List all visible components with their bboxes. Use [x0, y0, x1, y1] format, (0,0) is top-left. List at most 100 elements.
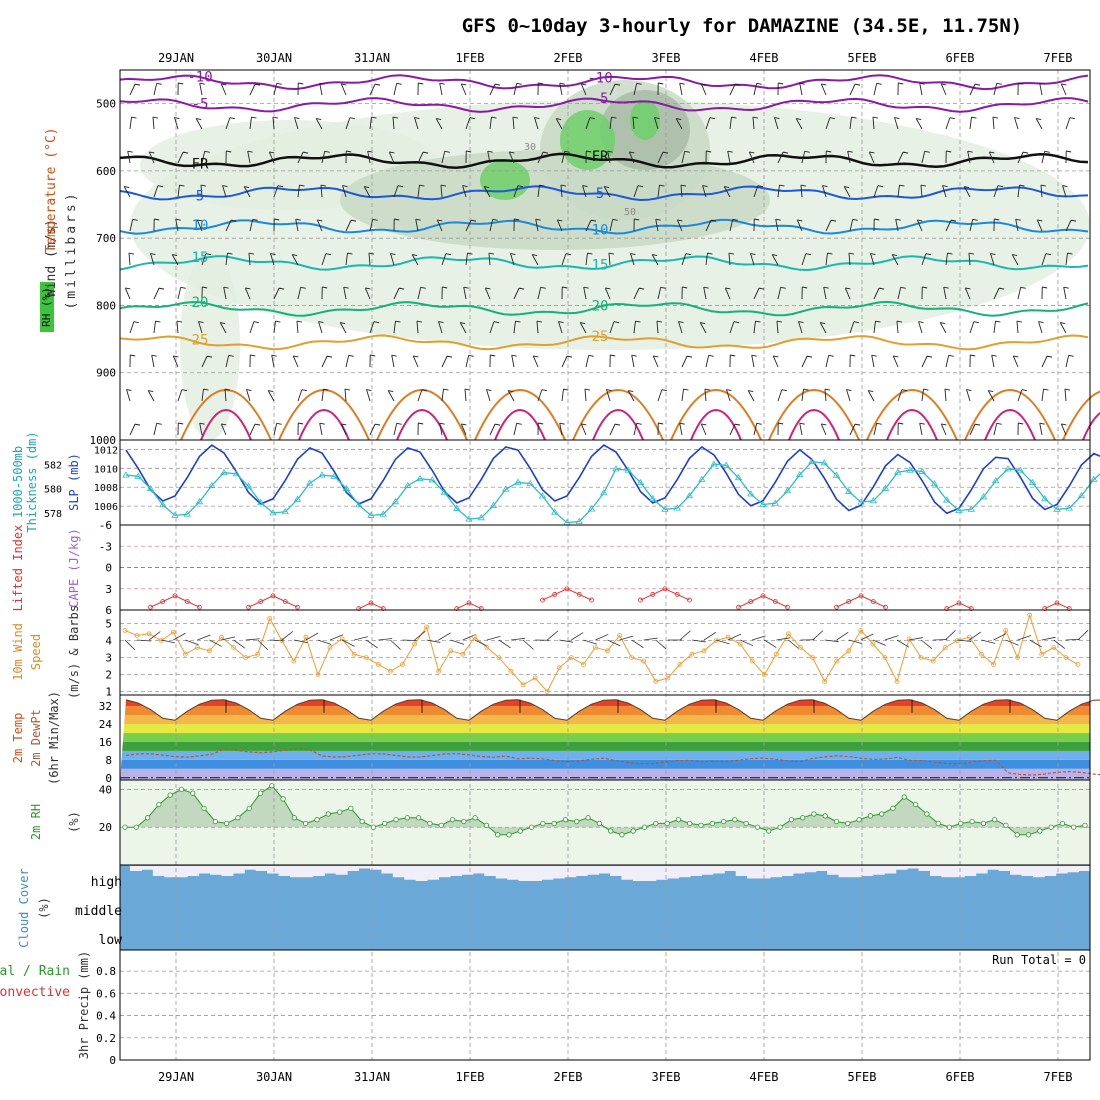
wind-barb	[321, 253, 327, 266]
wind-barb-flag	[988, 390, 994, 392]
wind-barb-flag	[923, 388, 929, 391]
wind-barb-flag	[557, 219, 563, 222]
wind-barb	[921, 253, 927, 266]
wind-barb-flag	[559, 422, 565, 425]
wind-barb-flag	[804, 150, 810, 153]
wind-barb-flag	[1070, 219, 1077, 222]
rh-marker	[517, 828, 523, 834]
wind-barb-flag	[319, 422, 325, 425]
wind-barb-flag	[845, 287, 851, 290]
series-markers	[122, 82, 1098, 838]
wind-barb	[945, 219, 952, 232]
panel-frame-wind10m	[119, 609, 1091, 696]
wind-barb-flag	[300, 286, 306, 289]
lifted-index-marker	[160, 599, 166, 604]
wind-barb-10m	[836, 631, 849, 641]
wind-barb	[633, 321, 636, 334]
wind-barb-flag	[677, 219, 683, 222]
wind-barb-flag	[949, 117, 955, 120]
precip-tick-0-6: 0.6	[96, 987, 116, 1000]
wind-barb	[603, 186, 611, 198]
wind-barb	[678, 321, 683, 334]
lifted-index-line	[456, 602, 482, 610]
wind-speed-marker	[544, 689, 550, 694]
thickness-marker	[624, 466, 632, 473]
wind-barb-flag	[926, 355, 933, 358]
wind-barb-flag	[584, 388, 591, 391]
lifted-index-marker	[650, 592, 656, 597]
wind-barb	[1063, 287, 1067, 300]
wind-barb	[699, 322, 707, 334]
wind-speed-marker	[749, 658, 755, 664]
wind-barb-10m	[1077, 629, 1089, 641]
rh-marker	[743, 820, 749, 827]
wind-barb-flag	[774, 117, 780, 119]
thickness-marker	[1065, 504, 1073, 511]
wind-barb-flag	[322, 286, 328, 289]
wind-speed-marker	[858, 628, 864, 633]
wind-speed-marker	[761, 672, 767, 677]
wind-barb-flag	[1021, 389, 1027, 392]
wind-barb-flag	[229, 117, 235, 120]
wind-barb	[627, 390, 635, 402]
thickness-marker	[404, 481, 412, 489]
wind-barb-flag	[535, 218, 541, 221]
wind-barb-flag	[299, 184, 305, 187]
wind-speed-marker	[194, 645, 200, 650]
wind-barb-flag	[708, 354, 714, 357]
wind-barb-flag	[125, 287, 131, 290]
wind-speed-marker	[472, 634, 478, 640]
wind-barb	[441, 253, 447, 266]
wind-barb	[705, 253, 708, 266]
high-cloud-gap	[1078, 866, 1091, 871]
wind-barb-10m	[450, 639, 465, 645]
rh-marker	[822, 813, 828, 819]
wind-barb	[993, 83, 998, 96]
wind-barb-flag	[610, 354, 616, 357]
wind-barb-10m	[643, 637, 658, 641]
temperature-line	[125, 699, 1100, 721]
wind-barb	[513, 185, 519, 198]
wind-barb-flag	[416, 320, 423, 323]
rh-marker	[788, 817, 794, 823]
wind-barb	[680, 185, 683, 198]
isotherm-label-20: 20	[592, 299, 609, 315]
rh-marker	[212, 818, 218, 825]
wind-barb	[729, 219, 734, 232]
wind-barb-flag	[947, 252, 953, 255]
wind-barb	[297, 151, 304, 164]
wind-barb-flag	[799, 82, 805, 85]
slp-tick-1010: 1010	[94, 464, 118, 475]
wind-barb-flag	[878, 287, 885, 290]
rh-marker	[122, 824, 128, 830]
wind-barb-flag	[252, 218, 258, 221]
wind-barb	[321, 389, 324, 402]
wind-barb-flag	[998, 287, 1005, 290]
wind-barb	[368, 253, 371, 266]
wind-barb	[822, 185, 827, 198]
li-tick-6: 6	[105, 604, 112, 617]
rh-marker	[528, 824, 535, 830]
wind-barb	[244, 287, 251, 300]
wind-barb-10m	[148, 631, 161, 641]
wind-barb-flag	[1043, 388, 1049, 391]
wind-barb	[153, 185, 159, 198]
thickness-marker	[845, 487, 853, 494]
wind-barb	[580, 423, 587, 436]
wind-barb-flag	[221, 423, 227, 426]
wind-barb-flag	[996, 82, 1002, 85]
thickness-marker	[1016, 466, 1024, 473]
wind-barb-flag	[421, 389, 427, 392]
lifted-index-marker	[282, 599, 288, 604]
wind-speed-marker	[942, 645, 948, 650]
wind-barb-flag	[893, 355, 899, 358]
wind-barb-flag	[366, 389, 372, 391]
wind-barb	[439, 83, 443, 96]
high-cloud-gap	[838, 866, 851, 878]
wind-barb-flag	[756, 422, 762, 425]
thickness-marker	[747, 490, 755, 497]
lifted-index-marker	[270, 593, 276, 599]
wind-speed-marker	[605, 648, 610, 654]
wind-speed-marker	[267, 616, 273, 621]
